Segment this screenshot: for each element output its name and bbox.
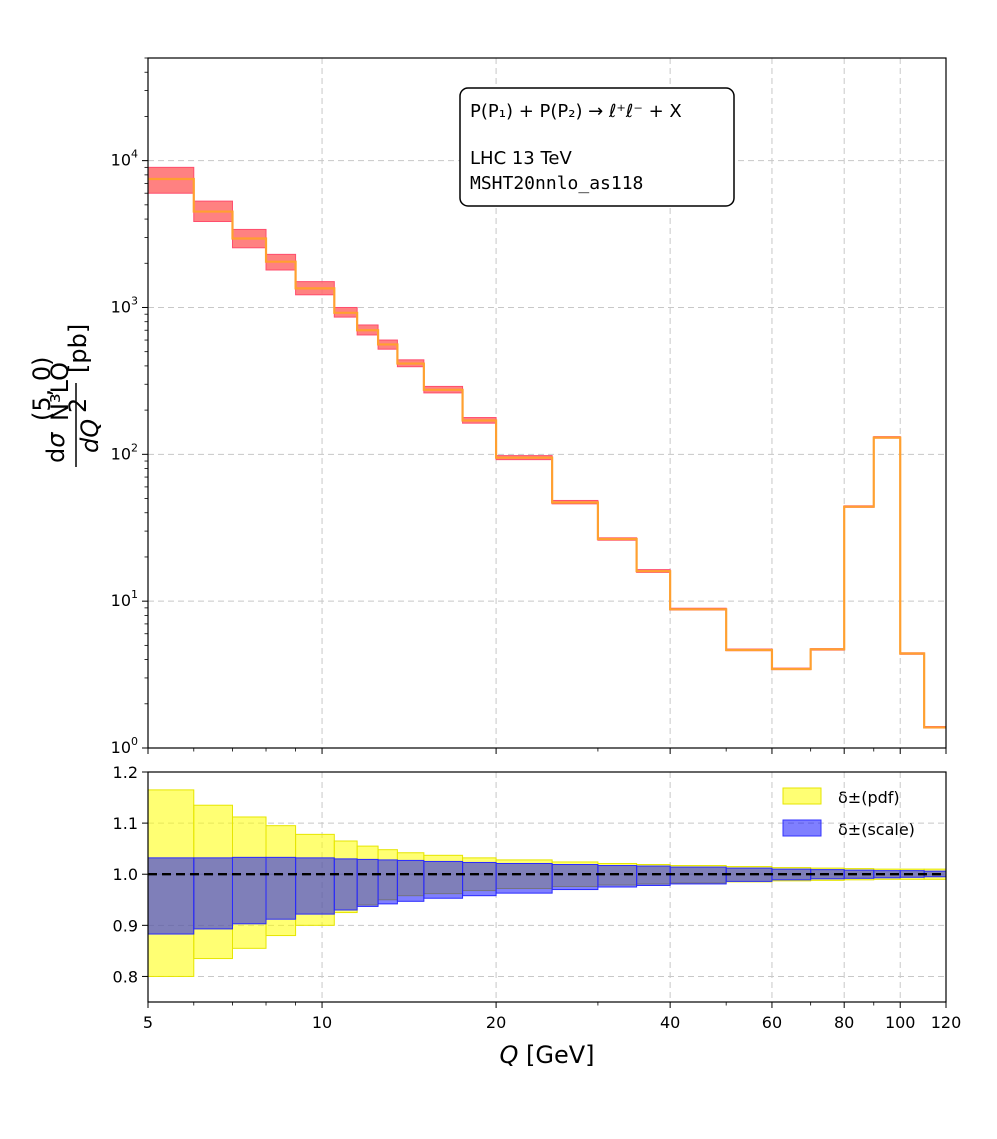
ratio-scale-bin (147, 857, 195, 935)
ratio-x-tick-label: 20 (486, 1013, 506, 1032)
ratio-x-tick-label: 80 (834, 1013, 854, 1032)
ratio-scale-bin (423, 860, 464, 899)
ratio-x-tick-label: 120 (931, 1013, 962, 1032)
ratio-y-tick-label: 1.2 (113, 763, 138, 782)
legend: δ±(pdf) δ±(scale) (782, 787, 915, 839)
ratio-scale-bin (377, 859, 398, 905)
legend-pdf-swatch (782, 787, 822, 805)
legend-scale-swatch (782, 819, 822, 837)
ratio-y-tick-label: 0.9 (113, 916, 138, 935)
annotation-energy: LHC 13 TeV (470, 148, 572, 169)
annotation-process: P(P₁) + P(P₂) → ℓ⁺ℓ⁻ + X (470, 101, 682, 122)
svg-text:dσ: dσ (42, 432, 70, 463)
svg-text:2: 2 (64, 398, 92, 413)
ratio-x-tick-label: 10 (312, 1013, 332, 1032)
ratio-scale-bin (462, 861, 497, 897)
annotation-pdf: MSHT20nnlo_as118 (470, 173, 643, 194)
ratio-scale-bin (333, 858, 358, 911)
ratio-scale-bin (551, 864, 599, 891)
ratio-x-ticks: 5 10 20 40 60 80 100 120 (143, 1002, 961, 1032)
ratio-scale-bin (771, 868, 812, 881)
ratio-scale-bin (495, 862, 553, 894)
ratio-y-tick-label: 0.8 (113, 967, 138, 986)
ratio-y-tick-label: 1.0 (113, 865, 138, 884)
svg-text:N³LO: N³LO (46, 362, 74, 421)
main-y-axis-title: dσ (5, 0) N³LO dQ 2 [pb] (28, 324, 104, 467)
legend-pdf-label: δ±(pdf) (838, 788, 900, 807)
main-band-bin (147, 166, 195, 194)
svg-text:[pb]: [pb] (64, 324, 92, 373)
main-central-step (148, 177, 946, 729)
ratio-x-tick-label: 40 (660, 1013, 680, 1032)
x-axis-title: Q [GeV] (499, 1041, 594, 1069)
ratio-scale-bin (669, 866, 727, 885)
ratio-scale-bin (231, 856, 267, 925)
ratio-x-tick-label: 60 (762, 1013, 782, 1032)
ratio-panel: 0.8 0.9 1.0 1.1 1.2 5 10 20 40 60 80 100 120 δ±(pdf… (113, 763, 962, 1069)
ratio-y-tick-label: 1.1 (113, 814, 138, 833)
ratio-scale-bin (396, 859, 425, 902)
ratio-scale-bin (295, 857, 335, 915)
svg-text:(5, 0): (5, 0) (28, 356, 56, 421)
ratio-scale-bin (193, 857, 233, 930)
ratio-scale-bin (356, 858, 379, 907)
main-central-line (148, 177, 946, 729)
ratio-x-tick-label: 5 (143, 1013, 153, 1032)
annotation-box: P(P₁) + P(P₂) → ℓ⁺ℓ⁻ + X LHC 13 TeV MSHT… (459, 87, 735, 207)
ratio-scale-bin (636, 865, 671, 886)
ratio-scale-bin (597, 865, 638, 888)
main-axes-frame (147, 57, 947, 749)
ratio-y-ticks: 0.8 0.9 1.0 1.1 1.2 (113, 763, 148, 986)
ratio-axes-frame (147, 771, 947, 1003)
legend-scale-label: δ±(scale) (838, 820, 915, 839)
main-x-ticks (147, 748, 947, 754)
ratio-x-tick-label: 100 (885, 1013, 916, 1032)
ratio-scale-bin (265, 856, 297, 920)
svg-text:dQ: dQ (76, 419, 104, 453)
